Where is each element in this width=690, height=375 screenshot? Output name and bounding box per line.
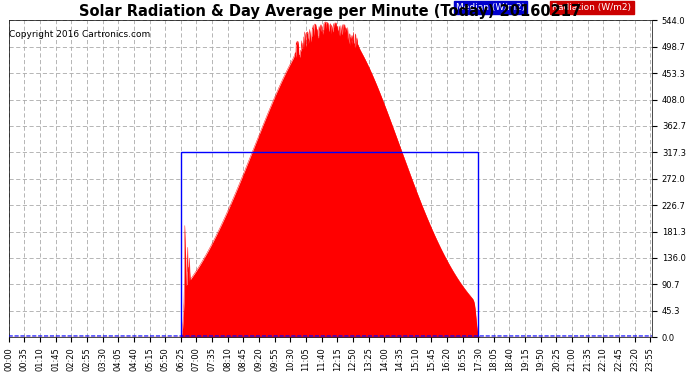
Bar [181,152,478,337]
Title: Solar Radiation & Day Average per Minute (Today) 20160217: Solar Radiation & Day Average per Minute… [79,4,582,19]
Text: Copyright 2016 Cartronics.com: Copyright 2016 Cartronics.com [9,30,150,39]
Text: Radiation (W/m2): Radiation (W/m2) [553,3,631,12]
Text: Median (W/m2): Median (W/m2) [456,3,525,12]
